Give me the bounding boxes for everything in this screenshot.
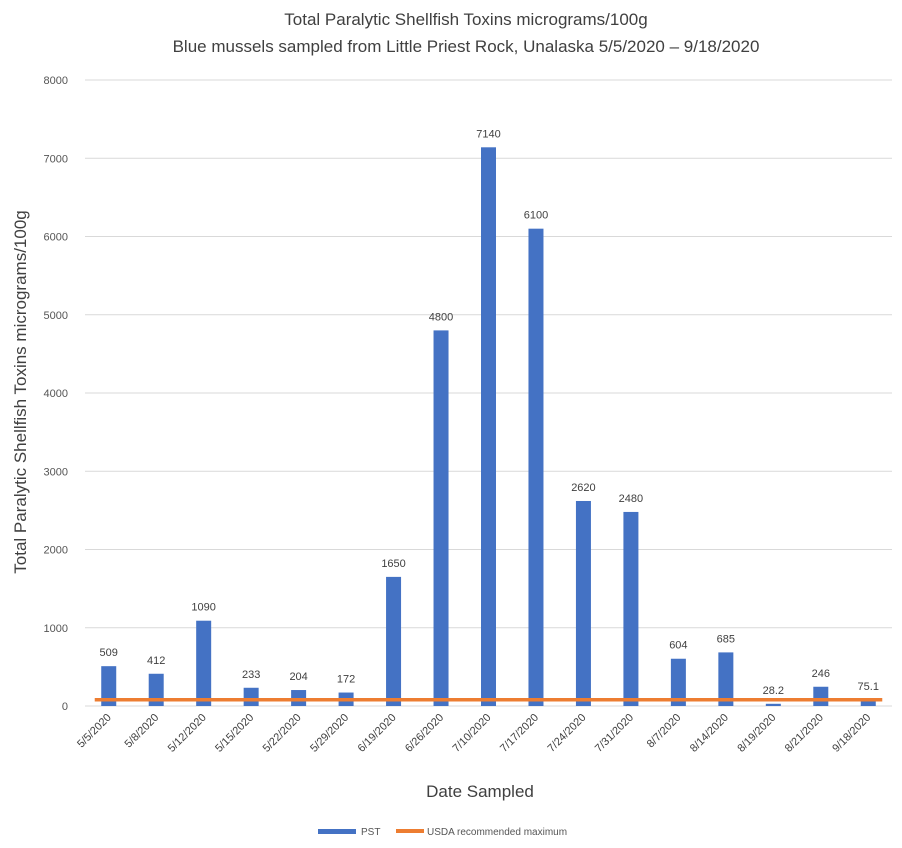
data-label-9: 6100 <box>524 210 548 222</box>
legend: PST USDA recommended maximum <box>318 827 567 838</box>
x-tick-label-14: 8/19/2020 <box>735 712 778 755</box>
bar-3 <box>243 687 259 706</box>
x-tick-label-1: 5/8/2020 <box>123 712 162 751</box>
data-label-5: 172 <box>337 674 355 686</box>
data-label-1: 412 <box>147 655 165 667</box>
chart-subtitle: Blue mussels sampled from Little Priest … <box>173 37 760 56</box>
y-axis-title: Total Paralytic Shellfish Toxins microgr… <box>11 210 30 573</box>
data-label-6: 1650 <box>381 558 405 570</box>
x-tick-label-11: 7/31/2020 <box>593 712 636 755</box>
x-tick-label-7: 6/26/2020 <box>403 712 446 755</box>
x-tick-label-9: 7/17/2020 <box>498 712 541 755</box>
x-tick-label-2: 5/12/2020 <box>166 712 209 755</box>
bar-11 <box>623 511 639 706</box>
x-tick-label-8: 7/10/2020 <box>451 712 494 755</box>
y-tick-label-2: 2000 <box>44 545 68 557</box>
x-tick-label-10: 7/24/2020 <box>545 712 588 755</box>
bar-16 <box>860 700 876 706</box>
y-tick-label-3: 3000 <box>44 466 68 478</box>
legend-label-usda: USDA recommended maximum <box>427 827 567 838</box>
x-axis-ticks: 5/5/2020 5/8/2020 5/12/2020 5/15/2020 5/22/2… <box>75 712 873 755</box>
data-label-2: 1090 <box>191 602 215 614</box>
bar-13 <box>718 652 734 706</box>
data-label-14: 28.2 <box>763 685 784 697</box>
bar-12 <box>670 658 686 706</box>
legend-swatch-usda <box>396 829 424 833</box>
chart-title: Total Paralytic Shellfish Toxins microgr… <box>284 10 647 29</box>
y-tick-label-6: 6000 <box>44 232 68 244</box>
x-tick-label-5: 5/29/2020 <box>308 712 351 755</box>
data-label-8: 7140 <box>476 128 500 140</box>
y-tick-label-7: 7000 <box>44 153 68 165</box>
x-tick-label-15: 8/21/2020 <box>783 712 826 755</box>
bar-series <box>101 147 876 707</box>
data-label-10: 2620 <box>571 482 595 494</box>
bar-0 <box>101 666 117 706</box>
x-axis-title: Date Sampled <box>426 782 534 801</box>
legend-swatch-pst <box>318 829 356 834</box>
x-tick-label-16: 9/18/2020 <box>830 712 873 755</box>
bar-2 <box>196 620 212 706</box>
data-label-7: 4800 <box>429 311 453 323</box>
x-tick-label-4: 5/22/2020 <box>261 712 304 755</box>
bar-8 <box>481 147 496 707</box>
bar-7 <box>433 330 449 706</box>
bar-14 <box>765 703 781 706</box>
x-tick-label-3: 5/15/2020 <box>213 712 256 755</box>
data-label-15: 246 <box>812 668 830 680</box>
legend-label-pst: PST <box>361 827 380 838</box>
x-tick-label-0: 5/5/2020 <box>75 712 114 751</box>
y-axis-ticks: 0 1000 2000 3000 4000 5000 6000 7000 8000 <box>44 75 68 713</box>
data-label-4: 204 <box>289 671 307 683</box>
data-label-13: 685 <box>717 633 735 645</box>
x-tick-label-13: 8/14/2020 <box>688 712 731 755</box>
bar-9 <box>528 228 544 707</box>
data-label-3: 233 <box>242 669 260 681</box>
bar-10 <box>575 500 591 706</box>
data-label-16: 75.1 <box>858 681 879 693</box>
data-label-12: 604 <box>669 640 687 652</box>
y-tick-label-8: 8000 <box>44 75 68 87</box>
y-tick-label-0: 0 <box>62 701 68 713</box>
bar-6 <box>386 576 402 706</box>
x-tick-label-12: 8/7/2020 <box>645 712 684 751</box>
y-tick-label-1: 1000 <box>44 623 68 635</box>
y-tick-label-4: 4000 <box>44 388 68 400</box>
data-labels: 509 412 1090 233 204 172 1650 4800 7140 6100 2620 2… <box>100 128 879 696</box>
data-label-0: 509 <box>100 647 118 659</box>
x-tick-label-6: 6/19/2020 <box>356 712 399 755</box>
bar-1 <box>148 673 164 706</box>
y-tick-label-5: 5000 <box>44 310 68 322</box>
bar-15 <box>813 686 829 706</box>
data-label-11: 2480 <box>619 493 643 505</box>
